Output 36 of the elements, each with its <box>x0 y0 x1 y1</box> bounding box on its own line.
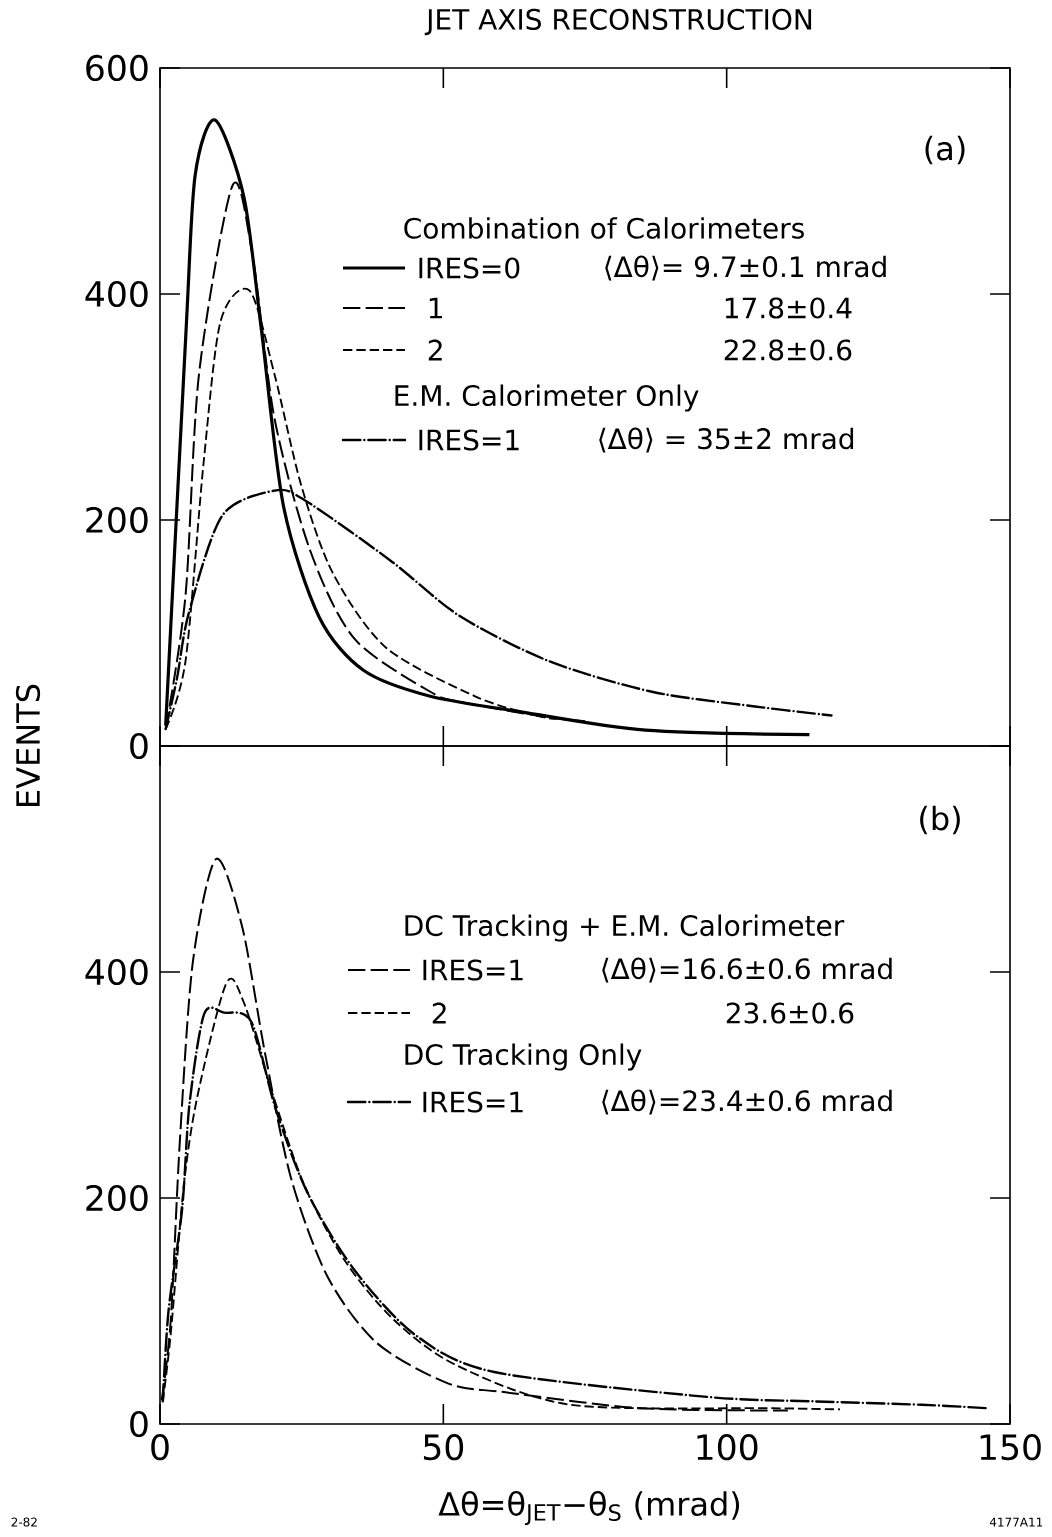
annotation: ⟨Δθ⟩= 9.7±0.1 mrad <box>605 255 886 281</box>
legend-label: 1 <box>429 297 442 319</box>
annotation: ⟨Δθ⟩=23.4±0.6 mrad <box>602 1089 892 1115</box>
y-tick-label: 200 <box>86 1184 148 1212</box>
legend-label: IRES=1 <box>423 959 523 981</box>
annotation: 17.8±0.4 <box>725 297 852 319</box>
annotation: E.M. Calorimeter Only <box>395 384 699 412</box>
x-axis-title: Δθ=θ$_{JET}$−θ$_{S}$ (mrad) <box>438 1491 740 1526</box>
y-tick-label: 0 <box>130 732 148 760</box>
annotation: Combination of Calorimeters <box>404 217 804 239</box>
legend-label: IRES=1 <box>423 1091 523 1113</box>
annotation: ⟨Δθ⟩ = 35±2 mrad <box>599 427 854 453</box>
x-tick-label: 50 <box>423 1434 464 1461</box>
legend-label: 2 <box>428 339 442 361</box>
annotation: DC Tracking Only <box>405 1043 642 1071</box>
legend-label: 2 <box>432 1002 446 1024</box>
text: 4177A11 <box>989 1517 1043 1527</box>
y-tick-label: 600 <box>86 54 148 82</box>
legend-label: IRES=1 <box>419 429 519 451</box>
text: 2-82 <box>11 1517 37 1527</box>
annotation: ⟨Δθ⟩=16.6±0.6 mrad <box>602 957 892 983</box>
y-tick-label: 200 <box>86 506 148 534</box>
annotation: (a) <box>925 135 965 165</box>
chart-title: JET AXIS RECONSTRUCTION <box>424 8 812 36</box>
y-axis-title: EVENTS <box>15 684 41 806</box>
x-tick-label: 150 <box>980 1434 1041 1461</box>
annotation: 22.8±0.6 <box>724 339 852 361</box>
annotation: DC Tracking + E.M. Calorimeter <box>405 914 845 942</box>
x-tick-label: 100 <box>697 1434 758 1461</box>
y-tick-label: 0 <box>130 1410 148 1438</box>
x-tick-label: 0 <box>151 1434 169 1461</box>
y-tick-label: 400 <box>85 280 148 308</box>
y-tick-label: 400 <box>85 958 148 986</box>
annotation: 23.6±0.6 <box>726 1002 854 1024</box>
legend-label: IRES=0 <box>419 257 520 279</box>
annotation: (b) <box>920 805 960 835</box>
